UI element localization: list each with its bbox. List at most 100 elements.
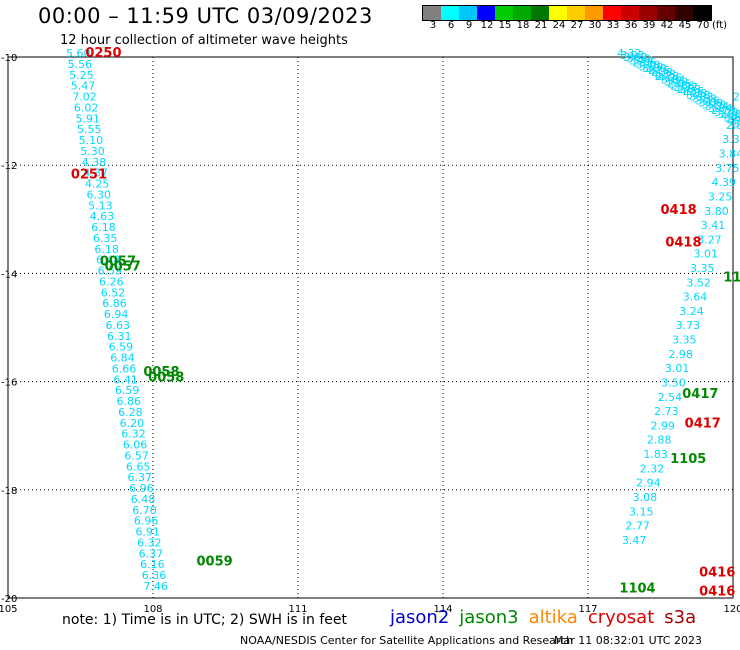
- swh-value-label: 6.32: [121, 428, 146, 441]
- swh-value-label: 6.32: [137, 536, 162, 549]
- scale-swatch: [675, 6, 693, 20]
- swh-value-label: 4.25: [85, 178, 110, 191]
- swh-value-label: 3.33: [689, 91, 714, 104]
- swh-value-label: 3.48: [686, 89, 711, 102]
- scale-label: 30: [588, 20, 602, 31]
- swh-value-label: 2.85: [667, 77, 692, 90]
- scale-label: 21: [534, 20, 548, 31]
- x-tick-label: 105: [0, 604, 18, 615]
- pass-time-label: 0417: [682, 387, 718, 402]
- swh-value-label: 3.62: [623, 51, 648, 64]
- swh-value-label: 2.35: [633, 57, 658, 70]
- swh-value-label: 3.40: [636, 58, 661, 71]
- swh-value-label: 3.44: [630, 55, 655, 68]
- swh-value-label: 6.16: [140, 558, 165, 571]
- swh-value-label: 5.10: [79, 134, 104, 147]
- swh-value-label: 7.02: [72, 91, 97, 104]
- swh-value-label: 3.10: [702, 98, 727, 111]
- scale-swatch: [423, 6, 441, 20]
- scale-label: 39: [642, 20, 656, 31]
- swh-value-label: 3.80: [704, 205, 729, 218]
- swh-value-label: 4.62: [720, 110, 740, 123]
- swh-value-label: 6.86: [117, 395, 142, 408]
- swh-value-label: 4.37: [83, 167, 108, 180]
- pass-time-label: 0059: [197, 555, 233, 570]
- swh-value-label: 5.99: [639, 60, 664, 73]
- swh-value-label: 2.90: [729, 105, 740, 118]
- swh-value-label: 3.12: [664, 76, 689, 89]
- swh-value-label: 5.80: [642, 62, 667, 75]
- swh-value-label: 6.66: [112, 362, 137, 375]
- swh-value-label: 4.16: [645, 64, 670, 77]
- swh-value-label: 3.64: [661, 74, 686, 87]
- swh-value-label: 6.36: [142, 569, 167, 582]
- pass-time-label: 0250: [85, 46, 121, 61]
- scale-swatch: [621, 6, 639, 20]
- swh-value-label: 6.18: [94, 243, 119, 256]
- scale-label: 33: [606, 20, 620, 31]
- pass-time-label: 0058: [148, 371, 184, 386]
- swh-value-label: 5.55: [77, 123, 102, 136]
- pass-time-label: 0057: [100, 254, 136, 269]
- pass-time-label: 0057: [105, 260, 141, 275]
- swh-value-label: 3.47: [622, 534, 647, 547]
- scale-swatch: [639, 6, 657, 20]
- swh-value-label: 6.28: [118, 406, 143, 419]
- swh-value-label: 6.26: [99, 275, 124, 288]
- swh-value-label: 6.37: [139, 547, 164, 560]
- swh-value-label: 3.59: [626, 53, 651, 66]
- swh-value-label: 6.59: [115, 384, 140, 397]
- swh-value-label: 3.34: [705, 100, 730, 113]
- swh-value-label: 6.63: [105, 319, 130, 332]
- swh-value-label: 3.25: [708, 190, 733, 203]
- swh-value-label: 6.02: [74, 101, 99, 114]
- swh-value-label: 3.35: [672, 334, 697, 347]
- x-tick-label: 108: [143, 604, 162, 615]
- swh-value-label: 5.30: [80, 145, 105, 158]
- scale-swatch: [549, 6, 567, 20]
- y-tick-label: -16: [1, 378, 17, 389]
- pass-time-label: 0418: [661, 203, 697, 218]
- x-tick-label: 117: [578, 604, 597, 615]
- swh-value-label: 2.66: [670, 79, 695, 92]
- swh-value-label: 3.93: [620, 49, 645, 62]
- scale-label: 6: [447, 20, 455, 31]
- scale-label: 70: [696, 20, 710, 31]
- swh-value-label: 2.68: [677, 83, 702, 96]
- swh-value-label: 2.83: [733, 90, 740, 103]
- swh-value-label: 5.56: [68, 58, 93, 71]
- swh-value-label: 6.20: [120, 417, 145, 430]
- scale-label: 27: [570, 20, 584, 31]
- pass-time-label: 0416: [699, 565, 735, 580]
- swh-value-label: 6.06: [123, 439, 148, 452]
- legend-entry: jason2: [390, 607, 450, 628]
- y-tick-label: -18: [1, 486, 17, 497]
- swh-value-label: 3.69: [724, 112, 740, 125]
- swh-value-label: 5.47: [71, 80, 96, 93]
- pass-time-label: 0251: [71, 168, 107, 183]
- swh-value-label: 4.38: [82, 156, 107, 169]
- chart-title: 00:00 – 11:59 UTC 03/09/2023: [38, 4, 373, 28]
- scale-swatch: [477, 6, 495, 20]
- pass-time-label: 0416: [699, 584, 735, 599]
- swh-value-label: 2.32: [640, 462, 665, 475]
- swh-value-label: 6.48: [131, 493, 156, 506]
- swh-value-label: 2.77: [625, 520, 650, 533]
- swh-value-label: 6.91: [135, 526, 160, 539]
- color-scale-bar: [422, 5, 712, 21]
- legend-entry: s3a: [664, 607, 697, 628]
- footer-note: note: 1) Time is in UTC; 2) SWH is in fe…: [62, 612, 348, 628]
- swh-value-label: 3.94: [708, 102, 733, 115]
- swh-value-label: 6.96: [129, 482, 154, 495]
- plot-frame: [7, 56, 734, 599]
- x-tick-label: 114: [433, 604, 452, 615]
- swh-value-label: 2.94: [636, 477, 661, 490]
- swh-value-label: 3.84: [719, 148, 740, 161]
- swh-value-label: 5.25: [69, 69, 94, 82]
- swh-value-label: 6.70: [132, 504, 157, 517]
- swh-value-label: 6.30: [87, 188, 112, 201]
- scale-swatch: [531, 6, 549, 20]
- swh-value-label: 3.01: [694, 248, 719, 261]
- legend-entry: cryosat: [587, 607, 655, 628]
